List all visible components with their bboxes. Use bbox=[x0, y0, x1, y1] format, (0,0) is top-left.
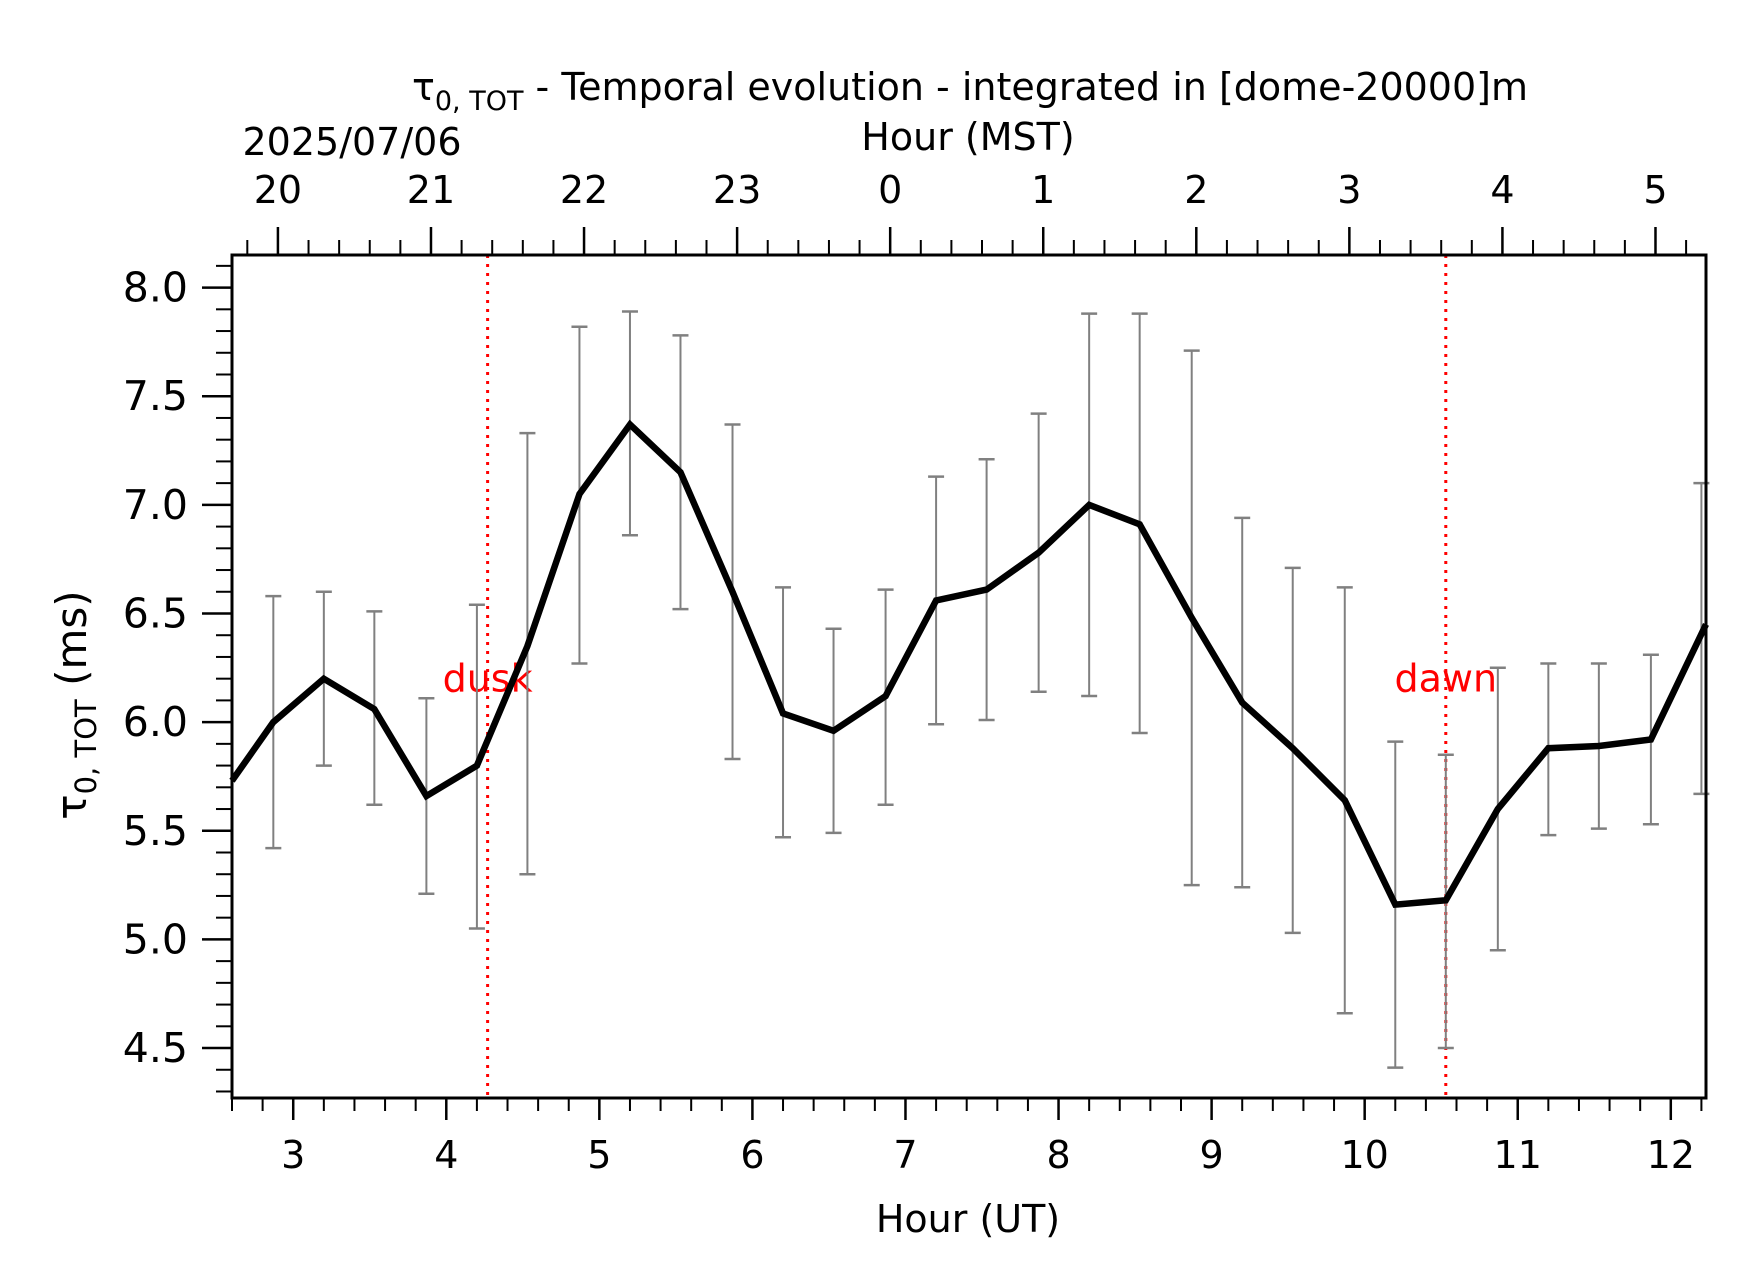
y-axis-label-symbol: τ bbox=[47, 794, 96, 819]
x-tick-label: 9 bbox=[1200, 1133, 1224, 1177]
x2-tick-label: 3 bbox=[1337, 168, 1361, 212]
x-axis-label: Hour (UT) bbox=[876, 1197, 1060, 1241]
y-tick-label: 6.0 bbox=[123, 698, 188, 746]
chart-title-rest: - Temporal evolution - integrated in [do… bbox=[523, 65, 1528, 109]
x2-tick-label: 23 bbox=[713, 168, 761, 212]
x-tick-label: 11 bbox=[1494, 1133, 1542, 1177]
y-tick-label: 5.5 bbox=[123, 807, 188, 855]
x2-axis-label: Hour (MST) bbox=[861, 115, 1074, 159]
x-tick-label: 3 bbox=[281, 1133, 305, 1177]
y-axis-label: τ0, TOT (ms) bbox=[47, 590, 103, 819]
x2-tick-label: 0 bbox=[878, 168, 902, 212]
x-tick-label: 8 bbox=[1046, 1133, 1070, 1177]
series-lines bbox=[229, 419, 1709, 909]
y-tick-label: 8.0 bbox=[123, 264, 188, 312]
y-tick-label: 7.0 bbox=[123, 481, 188, 529]
x-tick-label: 5 bbox=[587, 1133, 611, 1177]
event-lines: dusk dawn bbox=[443, 255, 1497, 1098]
chart-title-subscript: 0, TOT bbox=[435, 86, 524, 117]
y-axis-label-rest: (ms) bbox=[47, 590, 96, 699]
x-tick-label: 12 bbox=[1647, 1133, 1695, 1177]
x2-tick-label: 4 bbox=[1490, 168, 1514, 212]
x2-tick-label: 22 bbox=[560, 168, 608, 212]
x-tick-label: 4 bbox=[434, 1133, 458, 1177]
x2-tick-label: 21 bbox=[407, 168, 455, 212]
x-tick-label: 10 bbox=[1340, 1133, 1388, 1177]
x-tick-label: 7 bbox=[893, 1133, 917, 1177]
plot-frame bbox=[230, 253, 1708, 1100]
x2-tick-label: 20 bbox=[254, 168, 302, 212]
date-label: 2025/07/06 bbox=[242, 120, 461, 164]
y-tick-label: 7.5 bbox=[123, 372, 188, 420]
chart-title: τ0, TOT - Temporal evolution - integrate… bbox=[412, 65, 1528, 117]
x-tick-label: 6 bbox=[740, 1133, 764, 1177]
event-label-dawn: dawn bbox=[1395, 657, 1498, 701]
x2-tick-label: 5 bbox=[1643, 168, 1667, 212]
chart-title-symbol: τ bbox=[412, 65, 435, 109]
x2-tick-label: 2 bbox=[1184, 168, 1208, 212]
y-tick-label: 6.5 bbox=[123, 589, 188, 637]
y-tick-label: 4.5 bbox=[123, 1024, 188, 1072]
y-tick-label: 5.0 bbox=[123, 915, 188, 963]
series-line bbox=[229, 419, 1709, 909]
y-axis-label-subscript: 0, TOT bbox=[69, 699, 103, 794]
x2-tick-label: 1 bbox=[1031, 168, 1055, 212]
